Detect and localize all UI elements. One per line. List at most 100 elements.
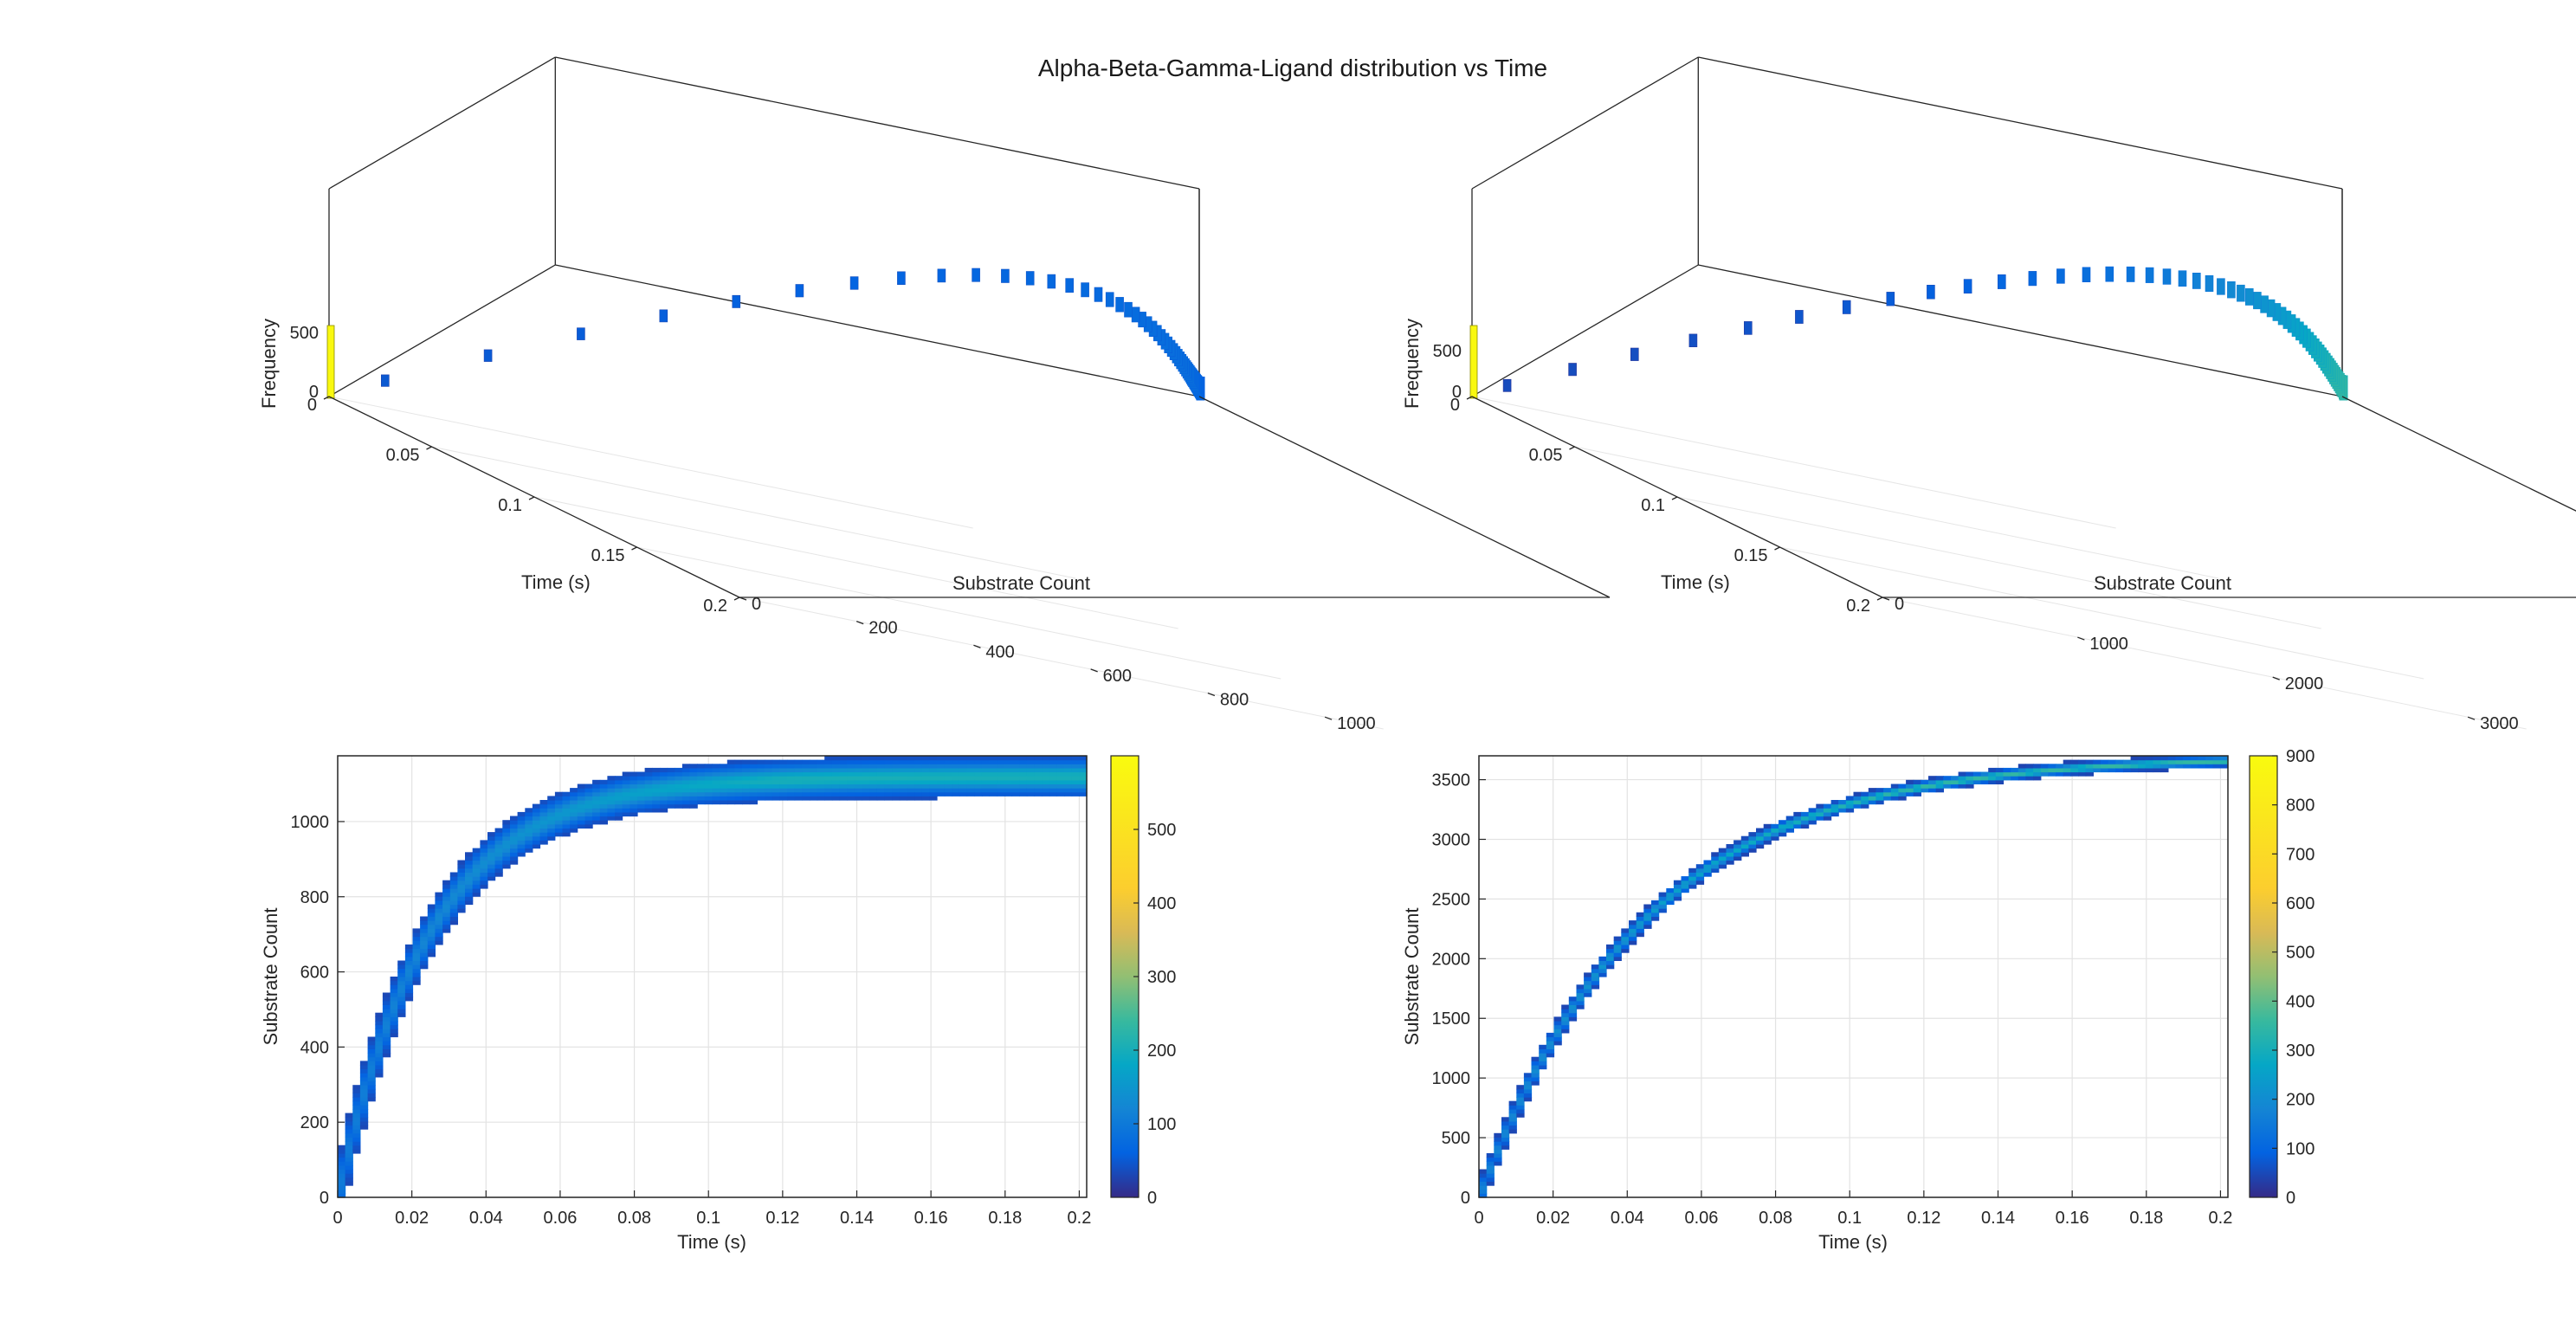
heatmap-cell [749, 776, 758, 781]
heatmap-cell [465, 852, 474, 857]
heatmap-cell [974, 767, 983, 773]
y-tick-label: 200 [300, 1113, 329, 1132]
heatmap-cell [1591, 980, 1600, 985]
heatmap-cell [2063, 764, 2071, 769]
heatmap-cell [966, 759, 975, 764]
heatmap-cell [480, 840, 488, 845]
heatmap-cell [382, 1041, 391, 1046]
heatmap-cell [1553, 1021, 1562, 1026]
heatmap-cell [1042, 776, 1050, 781]
heatmap-cell [2070, 767, 2079, 773]
heatmap-cell [899, 771, 907, 777]
heatmap-cell [1034, 771, 1043, 777]
heatmap-cell [1972, 776, 1982, 781]
heatmap-cell [599, 788, 608, 793]
x-tick-label: 0.18 [2129, 1209, 2163, 1228]
heatmap-cell [2160, 759, 2169, 764]
heatmap-cell [794, 796, 803, 801]
heatmap-cell [1823, 811, 1832, 817]
heatmap-cell [487, 872, 496, 877]
heatmap-cell [465, 872, 474, 877]
heatmap-cell [869, 796, 878, 801]
heatmap-cell [457, 860, 466, 865]
heatmap-cell [742, 791, 751, 796]
heatmap-cell [1056, 764, 1065, 769]
heatmap-cell [660, 776, 668, 781]
surface-bar [577, 327, 585, 340]
heatmap-cell [966, 784, 975, 789]
heatmap-cell [1584, 972, 1592, 977]
heatmap-cell [1643, 924, 1652, 929]
heatmap-cell [1651, 904, 1660, 909]
heatmap-cell [637, 776, 646, 781]
heatmap-cell [876, 767, 885, 773]
heatmap-cell [1049, 771, 1058, 777]
heatmap-cell [2048, 764, 2056, 769]
heatmap-cell [892, 776, 901, 781]
y-tick-label: 800 [1220, 691, 1249, 710]
heatmap-cell [1958, 771, 1966, 777]
heatmap-cell [1943, 776, 1952, 781]
heatmap-cell [1636, 928, 1644, 933]
heatmap-cell [1584, 984, 1592, 990]
heatmap-cell [1486, 1164, 1495, 1171]
heatmap-cell [854, 759, 863, 764]
heatmap-cell [465, 892, 474, 897]
heatmap-cell [390, 1024, 398, 1029]
heatmap-cell [681, 771, 691, 777]
heatmap-cell [2220, 764, 2229, 769]
heatmap-cell [1026, 784, 1035, 789]
heatmap-cell [787, 791, 796, 796]
heatmap-cell [660, 796, 668, 801]
heatmap-cell [592, 796, 601, 801]
heatmap-cell [779, 759, 788, 764]
heatmap-cell [1658, 892, 1667, 897]
heatmap-cell [457, 904, 466, 909]
heatmap-cell [1494, 1161, 1502, 1166]
heatmap-cell [1034, 776, 1043, 781]
heatmap-cell [592, 803, 601, 809]
heatmap-cell [1695, 867, 1705, 873]
heatmap-cell [412, 932, 421, 938]
heatmap-cell [981, 756, 991, 761]
heatmap-cell [570, 823, 578, 829]
heatmap-cell [1748, 844, 1757, 849]
y-tick-label: 0 [320, 1189, 329, 1208]
heatmap-cell [1756, 844, 1765, 849]
heatmap-cell [1995, 767, 2005, 773]
heatmap-cell [382, 1032, 391, 1038]
heatmap-cell [2190, 756, 2199, 761]
heatmap-cell [720, 796, 728, 801]
heatmap-cell [1553, 1016, 1562, 1022]
heatmap-cell [532, 816, 541, 821]
heatmap-cell [1019, 756, 1028, 761]
heatmap-cell [1995, 776, 2005, 781]
heatmap-cell [1966, 784, 1974, 789]
heatmap-cell [1740, 835, 1749, 841]
heatmap-cell [2100, 759, 2109, 764]
surface-bar [2145, 267, 2154, 283]
heatmap-cell [1486, 1181, 1495, 1186]
heatmap-cell [734, 800, 743, 805]
heatmap-cell [734, 779, 743, 784]
heatmap-cell [359, 1061, 369, 1066]
heatmap-cell [921, 776, 930, 781]
heatmap-cell [952, 764, 960, 769]
heatmap-cell [937, 779, 946, 784]
heatmap-cell [435, 936, 443, 941]
heatmap-cell [660, 788, 668, 793]
heatmap-cell [592, 816, 601, 821]
heatmap-cell [2011, 767, 2019, 773]
heatmap-cell [1666, 896, 1675, 901]
heatmap-cell [465, 855, 474, 861]
heatmap-cell [2220, 756, 2229, 761]
heatmap-cell [2108, 767, 2116, 773]
heatmap-cell [1673, 896, 1682, 901]
heatmap-cell [1853, 803, 1862, 809]
heatmap-cell [465, 900, 474, 906]
heatmap-cell [487, 835, 496, 841]
heatmap-cell [1501, 1141, 1510, 1146]
heatmap-cell [1651, 908, 1660, 913]
heatmap-cell [1508, 1105, 1517, 1110]
surface-bar [1744, 321, 1753, 335]
